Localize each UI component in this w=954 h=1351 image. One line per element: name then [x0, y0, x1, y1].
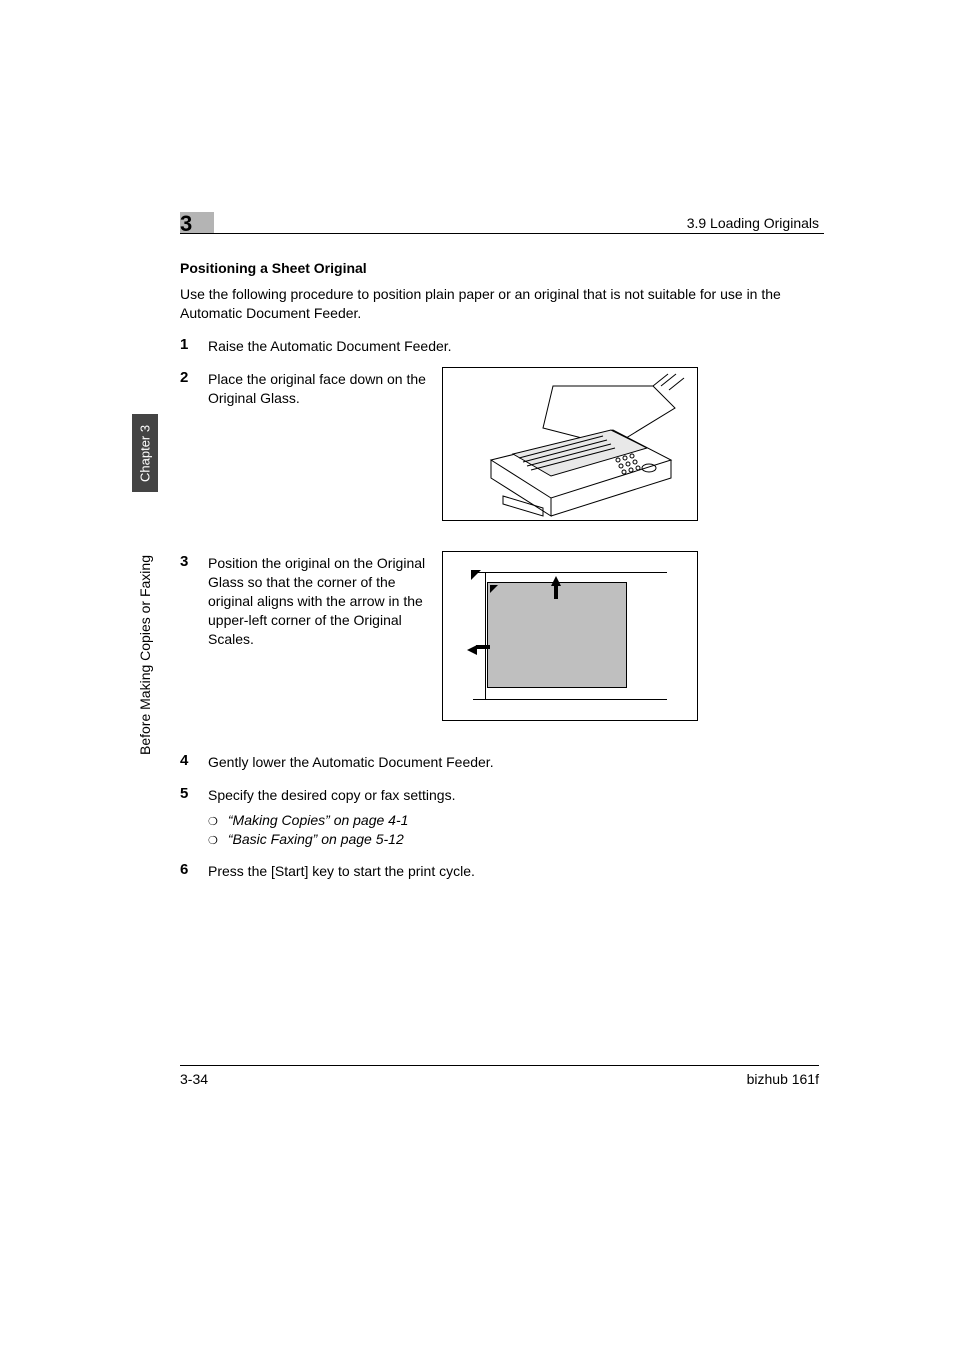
- step-5: 5 Specify the desired copy or fax settin…: [180, 786, 819, 849]
- step-number: 1: [180, 336, 188, 353]
- corner-marker-icon: [490, 585, 498, 593]
- reference-text: “Making Copies” on page 4-1: [228, 811, 409, 830]
- step-number: 5: [180, 785, 188, 802]
- reference-text: “Basic Faxing” on page 5-12: [228, 830, 404, 849]
- arrow-left-icon: [467, 642, 477, 660]
- glass-diagram: [473, 572, 667, 700]
- page: 3 3.9 Loading Originals Chapter 3 Before…: [0, 0, 954, 1351]
- step-text: Place the original face down on the Orig…: [208, 370, 433, 408]
- step-text: Press the [Start] key to start the print…: [208, 862, 819, 881]
- sidebar-section-label: Before Making Copies or Faxing: [132, 505, 158, 755]
- step-number: 6: [180, 861, 188, 878]
- header-rule: [180, 233, 824, 234]
- footer-page-number: 3-34: [180, 1071, 208, 1087]
- step-text: Raise the Automatic Document Feeder.: [208, 337, 819, 356]
- arrow-up-icon: [551, 576, 561, 586]
- scale-corner-icon: [471, 570, 481, 580]
- step-1: 1 Raise the Automatic Document Feeder.: [180, 337, 819, 356]
- footer-model: bizhub 161f: [747, 1071, 819, 1087]
- bullet-icon: ❍: [208, 834, 218, 849]
- step-text: Gently lower the Automatic Document Feed…: [208, 753, 819, 772]
- step-number: 2: [180, 369, 188, 386]
- step-number: 3: [180, 553, 188, 570]
- reference-item: ❍ “Making Copies” on page 4-1: [208, 811, 819, 830]
- step-4: 4 Gently lower the Automatic Document Fe…: [180, 753, 819, 772]
- figure-printer: [442, 367, 698, 521]
- step-5-references: ❍ “Making Copies” on page 4-1 ❍ “Basic F…: [208, 811, 819, 849]
- footer-rule: [180, 1065, 819, 1066]
- section-title: Positioning a Sheet Original: [180, 260, 367, 276]
- figure-glass-alignment: [442, 551, 698, 721]
- step-text: Specify the desired copy or fax settings…: [208, 786, 819, 805]
- step-6: 6 Press the [Start] key to start the pri…: [180, 862, 819, 881]
- printer-illustration-icon: [443, 368, 699, 522]
- reference-item: ❍ “Basic Faxing” on page 5-12: [208, 830, 819, 849]
- sidebar-tab-label: Chapter 3: [132, 414, 158, 492]
- intro-paragraph: Use the following procedure to position …: [180, 285, 819, 323]
- step-number: 4: [180, 752, 188, 769]
- header-section-ref: 3.9 Loading Originals: [687, 215, 819, 231]
- step-text: Position the original on the Original Gl…: [208, 554, 433, 648]
- bullet-icon: ❍: [208, 815, 218, 830]
